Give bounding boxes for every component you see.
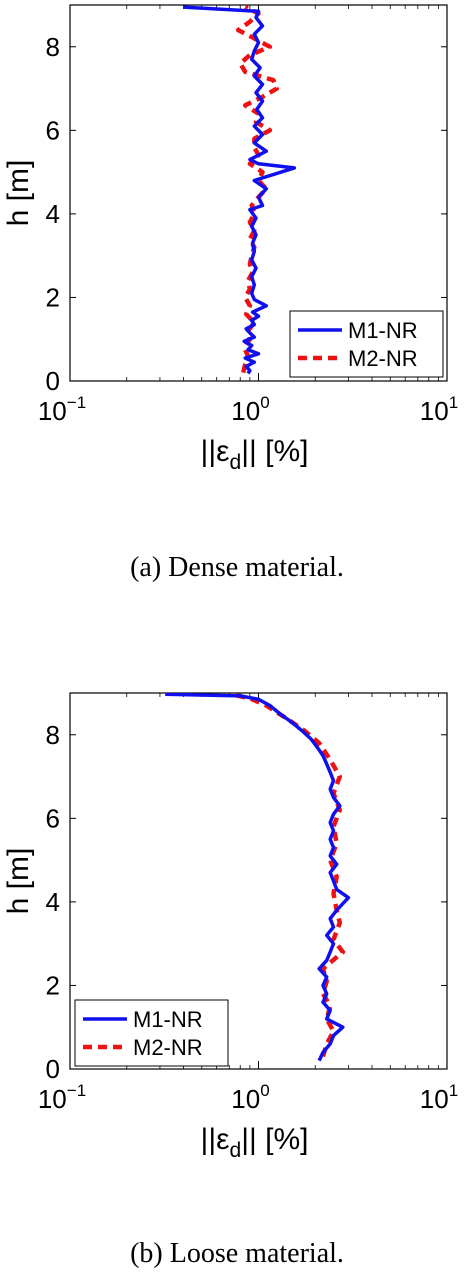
x-tick-label: 101 (420, 1081, 458, 1114)
chart-dense: 0 2 4 6 8 10−1 100 101 h [m] ||εd|| [%] M1-NR M2-NR… (2, 4, 458, 583)
y-tick-label: 8 (46, 720, 60, 750)
y-tick-label: 2 (46, 970, 60, 1000)
figure-caption: (b) Loose material. (130, 1238, 344, 1269)
chart-loose: 0 2 4 6 8 10−1 100 101 h [m] ||εd|| [%] M1-NR M2-NR… (2, 692, 458, 1269)
y-tick-label: 8 (46, 32, 60, 62)
x-tick-label: 10−1 (38, 393, 86, 426)
x-tick-label: 10−1 (38, 1081, 86, 1114)
legend-label: M2-NR (133, 1035, 203, 1060)
x-axis-label: ||εd|| [%] (201, 1123, 309, 1162)
y-axis-label: h [m] (2, 848, 35, 915)
y-tick-label: 0 (46, 1054, 60, 1084)
legend-label: M1-NR (348, 318, 418, 343)
series-line-m1-nr (183, 5, 297, 375)
series-line-m2-nr (234, 693, 346, 1058)
figure-caption: (a) Dense material. (130, 552, 344, 583)
y-tick-label: 0 (46, 366, 60, 396)
series-group (183, 5, 297, 375)
y-tick-label: 4 (46, 887, 60, 917)
x-tick-label: 101 (420, 393, 458, 426)
legend-label: M1-NR (133, 1007, 203, 1032)
y-tick-label: 6 (46, 803, 60, 833)
legend: M1-NR M2-NR (289, 310, 444, 378)
y-tick-label: 4 (46, 199, 60, 229)
legend: M1-NR M2-NR (74, 999, 229, 1067)
x-tick-label: 100 (231, 393, 269, 426)
x-tick-label: 100 (231, 1081, 269, 1114)
legend-box (289, 310, 444, 378)
series-line-m1-nr (165, 693, 351, 1062)
series-group (165, 693, 351, 1062)
legend-label: M2-NR (348, 346, 418, 371)
y-axis-label: h [m] (2, 160, 35, 227)
series-line-m2-nr (235, 5, 280, 374)
y-tick-label: 2 (46, 282, 60, 312)
y-tick-label: 6 (46, 115, 60, 145)
legend-box (74, 999, 229, 1067)
x-axis-label: ||εd|| [%] (201, 435, 309, 474)
